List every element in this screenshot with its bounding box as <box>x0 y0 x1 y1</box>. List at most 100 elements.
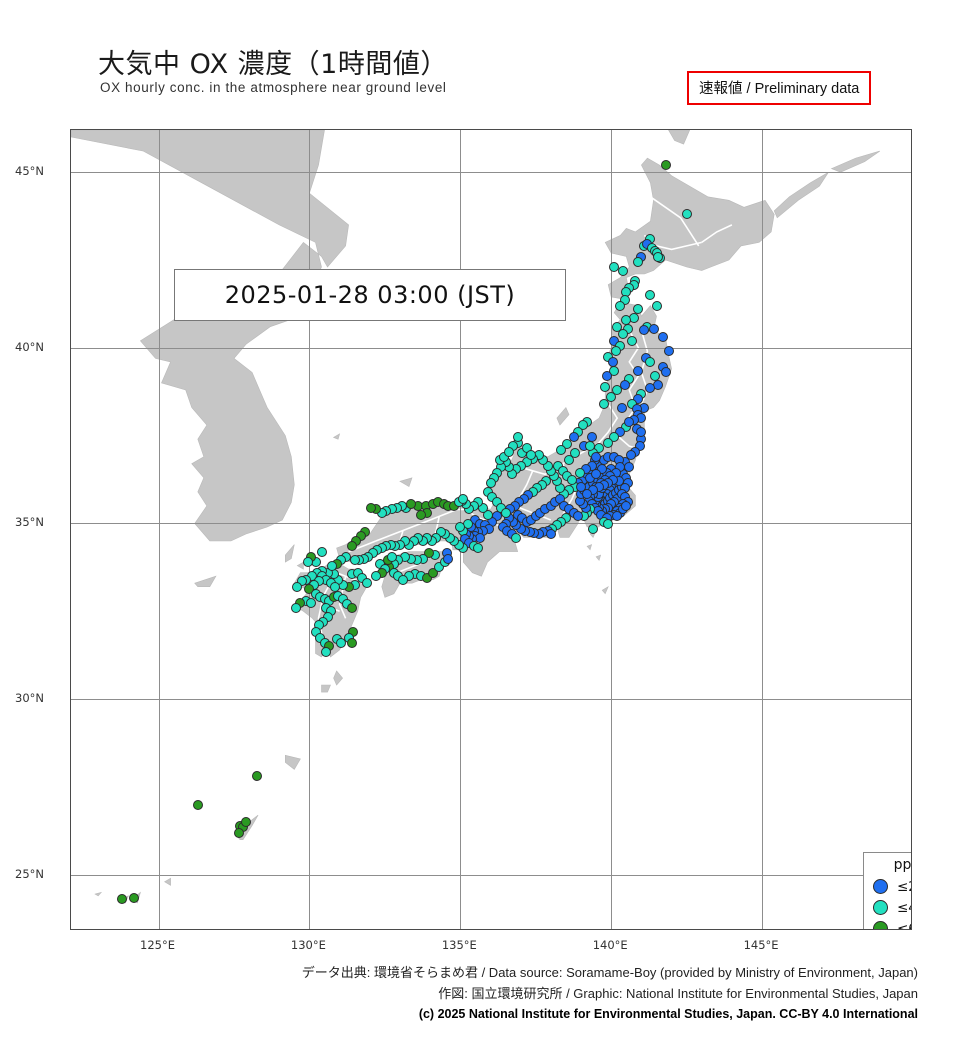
station-point[interactable] <box>657 332 668 343</box>
station-point[interactable] <box>473 543 484 554</box>
station-point[interactable] <box>304 583 315 594</box>
station-point[interactable] <box>582 488 593 499</box>
legend-item[interactable]: ≤20 <box>864 876 911 897</box>
station-point[interactable] <box>618 328 629 339</box>
station-point[interactable] <box>290 602 301 613</box>
station-point[interactable] <box>612 385 623 395</box>
station-point[interactable] <box>233 827 244 838</box>
station-point[interactable] <box>615 427 626 438</box>
station-point[interactable] <box>648 323 659 334</box>
station-point[interactable] <box>366 502 377 513</box>
station-point[interactable] <box>609 432 620 443</box>
station-point[interactable] <box>633 365 644 376</box>
station-point[interactable] <box>570 448 580 459</box>
station-point[interactable] <box>663 346 674 357</box>
station-point[interactable] <box>349 555 360 566</box>
station-point[interactable] <box>660 367 671 378</box>
station-point[interactable] <box>609 335 620 346</box>
station-point[interactable] <box>609 262 620 272</box>
station-point[interactable] <box>616 402 627 413</box>
station-point[interactable] <box>316 546 327 557</box>
station-point[interactable] <box>651 300 662 311</box>
station-point[interactable] <box>512 432 523 443</box>
station-point[interactable] <box>336 637 347 648</box>
station-point[interactable] <box>660 160 671 171</box>
legend-item[interactable]: ≤60 <box>864 918 911 929</box>
station-point[interactable] <box>610 346 621 357</box>
station-point[interactable] <box>600 381 611 392</box>
station-point[interactable] <box>619 379 630 390</box>
station-point[interactable] <box>327 560 338 571</box>
station-point[interactable] <box>422 572 433 583</box>
map-plot-area[interactable]: 2025-01-28 03:00 (JST) ppb ≤20≤40≤60≤120… <box>70 129 912 930</box>
station-point[interactable] <box>645 383 656 394</box>
station-point[interactable] <box>633 393 644 404</box>
station-point[interactable] <box>609 365 620 376</box>
station-point[interactable] <box>645 290 656 301</box>
station-point[interactable] <box>428 567 439 578</box>
station-point[interactable] <box>503 446 514 457</box>
station-point[interactable] <box>302 557 313 568</box>
station-point[interactable] <box>612 321 623 332</box>
station-point[interactable] <box>633 304 644 315</box>
station-point[interactable] <box>321 646 331 657</box>
station-point[interactable] <box>598 399 609 409</box>
station-point[interactable] <box>251 771 262 782</box>
station-point[interactable] <box>624 416 635 427</box>
station-point[interactable] <box>562 439 573 450</box>
station-point[interactable] <box>568 432 579 443</box>
station-point[interactable] <box>455 522 466 532</box>
station-point[interactable] <box>645 356 656 367</box>
station-point[interactable] <box>443 553 454 564</box>
station-point[interactable] <box>346 637 357 648</box>
station-point[interactable] <box>511 532 522 543</box>
station-point[interactable] <box>591 469 602 480</box>
station-point[interactable] <box>117 894 128 905</box>
station-point[interactable] <box>603 437 614 448</box>
station-point[interactable] <box>567 474 577 485</box>
station-point[interactable] <box>601 370 612 381</box>
station-point[interactable] <box>398 574 408 585</box>
station-point[interactable] <box>500 507 511 518</box>
station-point[interactable] <box>370 571 381 582</box>
legend-item[interactable]: ≤40 <box>864 897 911 918</box>
station-point[interactable] <box>681 209 692 220</box>
station-point[interactable] <box>292 581 303 592</box>
station-point[interactable] <box>603 518 614 529</box>
station-point[interactable] <box>346 602 357 613</box>
station-point[interactable] <box>387 551 398 562</box>
station-point[interactable] <box>625 450 636 460</box>
station-point[interactable] <box>305 597 316 608</box>
station-point[interactable] <box>556 444 567 455</box>
station-point[interactable] <box>618 265 629 276</box>
station-point[interactable] <box>241 817 251 828</box>
station-point[interactable] <box>627 335 638 346</box>
station-point[interactable] <box>405 499 416 510</box>
station-point[interactable] <box>612 511 623 522</box>
station-point[interactable] <box>573 511 583 522</box>
station-point[interactable] <box>192 799 203 810</box>
station-point[interactable] <box>653 251 663 262</box>
station-point[interactable] <box>458 493 469 504</box>
station-point[interactable] <box>423 548 434 559</box>
station-point[interactable] <box>482 509 493 520</box>
station-point[interactable] <box>636 427 647 438</box>
station-point[interactable] <box>434 562 445 573</box>
station-point[interactable] <box>564 455 574 466</box>
station-point[interactable] <box>606 392 617 402</box>
station-point[interactable] <box>615 300 626 311</box>
station-point[interactable] <box>633 256 644 267</box>
station-point[interactable] <box>639 325 650 336</box>
station-point[interactable] <box>588 523 599 534</box>
station-point[interactable] <box>591 451 602 462</box>
station-point[interactable] <box>597 464 608 474</box>
station-point[interactable] <box>574 467 585 478</box>
station-point[interactable] <box>361 578 372 589</box>
station-point[interactable] <box>526 450 537 460</box>
station-point[interactable] <box>129 892 140 903</box>
station-point[interactable] <box>416 509 427 520</box>
station-point[interactable] <box>576 481 586 492</box>
station-point[interactable] <box>621 500 632 511</box>
station-point[interactable] <box>545 529 556 539</box>
station-point[interactable] <box>585 441 596 452</box>
